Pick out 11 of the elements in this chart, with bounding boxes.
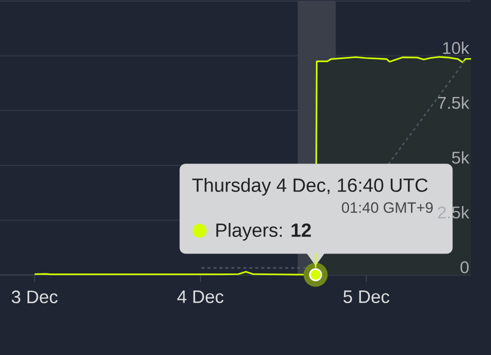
y-tick-label: 10k: [443, 42, 470, 54]
x-tick-label: 5 Dec: [344, 290, 390, 304]
x-tick-label: 4 Dec: [177, 290, 224, 304]
y-tick-label: 5k: [452, 151, 470, 164]
annotation: : 12: [280, 223, 311, 237]
x-tick-label: 3 Dec: [12, 290, 58, 304]
y-tick-label: 0: [460, 261, 469, 274]
annotation: Thursday 4 Dec, 16:40 UTC: [192, 178, 428, 196]
legend-label: Players: [216, 222, 278, 241]
y-tick-label: 7.5k: [438, 96, 470, 109]
annotation: 01:40 GMT+9: [342, 202, 433, 213]
